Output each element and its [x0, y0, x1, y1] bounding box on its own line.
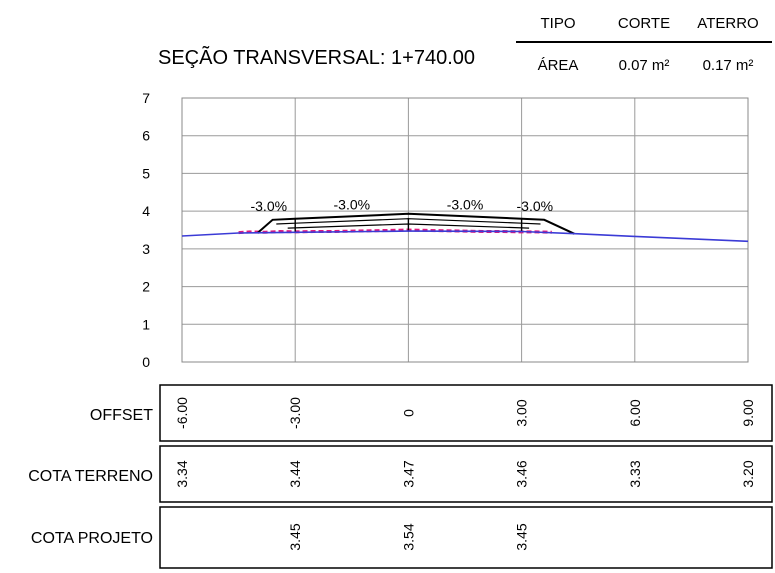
offset-value: 9.00	[740, 399, 756, 426]
projeto-value: 3.45	[514, 523, 530, 550]
terreno-value: 3.47	[400, 460, 416, 487]
terreno-value: 3.34	[174, 460, 190, 487]
offset-value: -6.00	[174, 397, 190, 429]
y-tick-label: 1	[142, 316, 150, 332]
design-section	[256, 212, 575, 235]
projeto-row-label: COTA PROJETO	[31, 530, 153, 547]
section-plot: 0 1 2 3 4 5 6 7 -3.0% -3.0% -3.0% -3.0%	[142, 90, 749, 370]
slope-label: -3.0%	[517, 198, 554, 214]
header-corte: CORTE	[618, 15, 670, 32]
terrain-profile	[181, 230, 749, 243]
y-tick-label: 3	[142, 241, 150, 257]
slope-label: -3.0%	[334, 196, 371, 212]
area-summary-table: TIPO CORTE ATERRO ÁREA 0.07 m² 0.17 m²	[516, 15, 772, 74]
offset-row-label: OFFSET	[90, 407, 153, 424]
offset-value: 0	[400, 409, 416, 417]
y-tick-label: 4	[142, 203, 150, 219]
projeto-value: 3.45	[287, 523, 303, 550]
terreno-row-box	[159, 445, 773, 503]
y-tick-label: 5	[142, 165, 150, 181]
y-axis-ticks: 0 1 2 3 4 5 6 7	[142, 90, 150, 370]
row-corte: 0.07 m²	[619, 57, 670, 74]
offset-value: 3.00	[514, 399, 530, 426]
section-table: OFFSET COTA TERRENO COTA PROJETO -6.00 -3…	[28, 384, 773, 569]
offset-value: -3.00	[287, 397, 303, 429]
row-tipo: ÁREA	[538, 57, 579, 74]
terreno-value: 3.20	[740, 460, 756, 487]
y-tick-label: 2	[142, 279, 150, 295]
projeto-row-box	[159, 506, 773, 569]
y-tick-label: 0	[142, 354, 150, 370]
header-aterro: ATERRO	[697, 15, 758, 32]
projeto-value: 3.54	[400, 523, 416, 550]
terreno-value: 3.44	[287, 460, 303, 487]
slope-label: -3.0%	[250, 198, 287, 214]
slope-labels: -3.0% -3.0% -3.0% -3.0%	[250, 196, 553, 214]
section-title: SEÇÃO TRANSVERSAL: 1+740.00	[158, 45, 475, 69]
terrain-line	[181, 230, 749, 243]
header-tipo: TIPO	[540, 15, 575, 32]
y-tick-label: 6	[142, 128, 150, 144]
terreno-row-label: COTA TERRENO	[28, 468, 153, 485]
terreno-value: 3.46	[514, 460, 530, 487]
offset-row-box	[159, 384, 773, 442]
plot-frame	[181, 97, 749, 363]
row-aterro: 0.17 m²	[703, 57, 754, 74]
terreno-value: 3.33	[627, 460, 643, 487]
slope-label: -3.0%	[447, 196, 484, 212]
offset-value: 6.00	[627, 399, 643, 426]
y-tick-label: 7	[142, 90, 150, 106]
design-platform-line	[256, 212, 575, 235]
table-values: -6.00 -3.00 0 3.00 6.00 9.00 3.34 3.44 3.47 3.46 3…	[174, 397, 756, 551]
